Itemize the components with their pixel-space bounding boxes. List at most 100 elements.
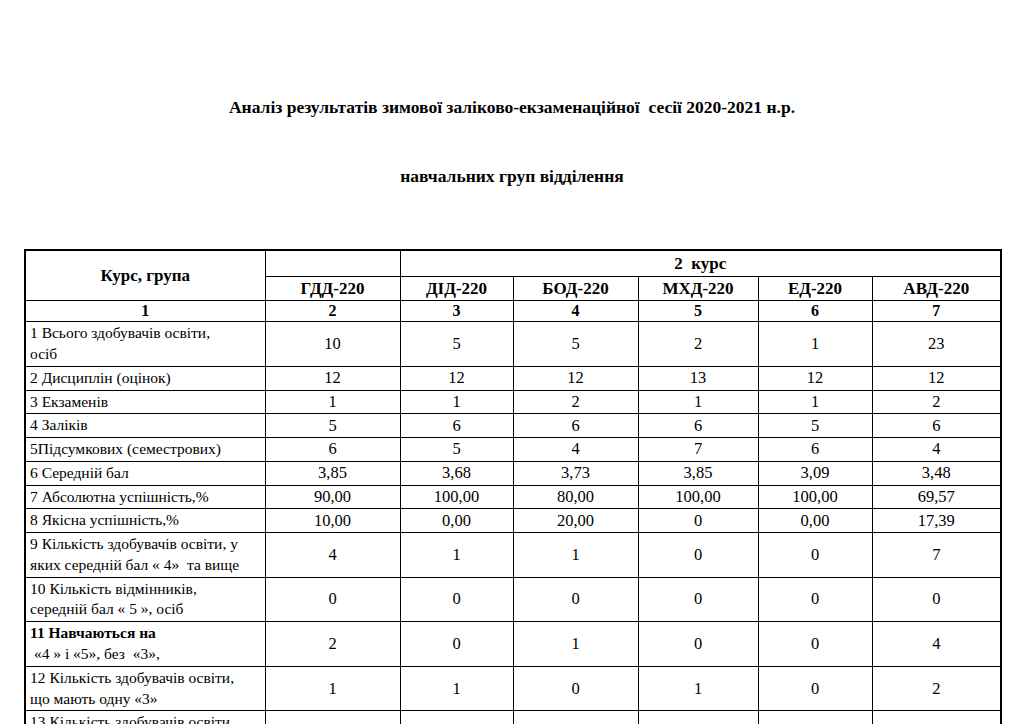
table-row-2: 2 Дисциплін (оцінок)121212131212: [25, 366, 1001, 390]
table-body: 1 Всього здобувачів освіти, осіб10552123…: [25, 322, 1001, 724]
value-cell: 6: [513, 414, 638, 438]
value-cell: 4: [265, 533, 400, 578]
value-cell: 1: [513, 711, 638, 724]
group-header-6: АВД-220: [872, 277, 1001, 301]
row-label: 4 Заліків: [25, 414, 265, 438]
table-row-3: 3 Екзаменів112112: [25, 390, 1001, 414]
value-cell: 20,00: [513, 509, 638, 533]
row-label: 9 Кількість здобувачів освіти, у яких се…: [25, 533, 265, 578]
value-cell: 6: [265, 438, 400, 462]
table-row-1: 1 Всього здобувачів освіти, осіб10552123: [25, 322, 1001, 367]
table-row-9: 9 Кількість здобувачів освіти, у яких се…: [25, 533, 1001, 578]
row-label: 6 Середній бал: [25, 461, 265, 485]
column-number-4: 4: [513, 301, 638, 322]
value-cell: 5: [513, 322, 638, 367]
value-cell: 0: [638, 509, 758, 533]
table-row-5: 5Підсумкових (семестрових)654764: [25, 438, 1001, 462]
table-row-13: 13 Кількість здобувачів освіти, що мають…: [25, 711, 1001, 724]
value-cell: 1: [400, 390, 513, 414]
group-header-1: ГДД-220: [265, 277, 400, 301]
value-cell: 0,00: [400, 509, 513, 533]
value-cell: 4: [872, 438, 1001, 462]
column-number-row: 1234567: [25, 301, 1001, 322]
value-cell: 1: [265, 711, 400, 724]
group-header-4: МХД-220: [638, 277, 758, 301]
value-cell: 0: [400, 577, 513, 622]
title-line-2: навчальних груп відділення: [24, 165, 1000, 188]
table-header: Курс, група 2 курс ГДД-220ДІД-220БОД-220…: [25, 250, 1001, 322]
value-cell: 0: [758, 533, 872, 578]
header-course-group: Курс, група: [25, 250, 265, 301]
course-header-row: Курс, група 2 курс: [25, 250, 1001, 277]
header-course-2: 2 курс: [400, 250, 1001, 277]
value-cell: 3,85: [638, 461, 758, 485]
value-cell: 10,00: [265, 509, 400, 533]
value-cell: 0: [758, 711, 872, 724]
value-cell: 12: [400, 366, 513, 390]
value-cell: 0: [758, 666, 872, 711]
value-cell: 0: [638, 711, 758, 724]
value-cell: 2: [872, 390, 1001, 414]
value-cell: 12: [265, 366, 400, 390]
value-cell: 0: [872, 577, 1001, 622]
value-cell: 0,00: [758, 509, 872, 533]
value-cell: 1: [265, 390, 400, 414]
value-cell: 1: [513, 533, 638, 578]
value-cell: 2: [872, 666, 1001, 711]
value-cell: 3,85: [265, 461, 400, 485]
table-row-8: 8 Якісна успішність,%10,000,0020,0000,00…: [25, 509, 1001, 533]
group-header-2: ДІД-220: [400, 277, 513, 301]
column-number-2: 2: [265, 301, 400, 322]
table-row-10: 10 Кількість відмінників, середній бал «…: [25, 577, 1001, 622]
value-cell: 1: [400, 666, 513, 711]
column-number-6: 6: [758, 301, 872, 322]
row-label: 12 Кількість здобувачів освіти, що мають…: [25, 666, 265, 711]
value-cell: 1: [265, 666, 400, 711]
row-label: 8 Якісна успішність,%: [25, 509, 265, 533]
value-cell: 12: [758, 366, 872, 390]
value-cell: 80,00: [513, 485, 638, 509]
column-number-1: 1: [25, 301, 265, 322]
title-line-1: Аналіз результатів зимової заліково-екза…: [24, 96, 1000, 119]
value-cell: 0: [758, 622, 872, 667]
results-table: Курс, група 2 курс ГДД-220ДІД-220БОД-220…: [24, 249, 1002, 724]
value-cell: 12: [513, 366, 638, 390]
value-cell: 13: [638, 366, 758, 390]
header-empty-cell: [265, 250, 400, 277]
column-number-5: 5: [638, 301, 758, 322]
value-cell: 1: [758, 322, 872, 367]
value-cell: 3,68: [400, 461, 513, 485]
value-cell: 6: [400, 414, 513, 438]
value-cell: 0: [638, 622, 758, 667]
value-cell: 17,39: [872, 509, 1001, 533]
value-cell: 1: [872, 711, 1001, 724]
row-label: 5Підсумкових (семестрових): [25, 438, 265, 462]
value-cell: 100,00: [758, 485, 872, 509]
row-label: 11 Навчаються на «4 » і «5», без «3»,: [25, 622, 265, 667]
row-label: 13 Кількість здобувачів освіти, що мають…: [25, 711, 265, 724]
row-label: 10 Кількість відмінників, середній бал «…: [25, 577, 265, 622]
value-cell: 0: [638, 577, 758, 622]
value-cell: 5: [265, 414, 400, 438]
value-cell: 1: [758, 390, 872, 414]
value-cell: 2: [638, 322, 758, 367]
value-cell: 5: [400, 322, 513, 367]
value-cell: 0: [758, 577, 872, 622]
value-cell: 10: [265, 322, 400, 367]
table-row-12: 12 Кількість здобувачів освіти, що мають…: [25, 666, 1001, 711]
value-cell: 69,57: [872, 485, 1001, 509]
value-cell: 4: [513, 438, 638, 462]
column-number-7: 7: [872, 301, 1001, 322]
value-cell: 1: [513, 622, 638, 667]
value-cell: 5: [400, 438, 513, 462]
group-header-5: ЕД-220: [758, 277, 872, 301]
value-cell: 3,73: [513, 461, 638, 485]
value-cell: 0: [400, 711, 513, 724]
value-cell: 6: [872, 414, 1001, 438]
value-cell: 1: [400, 533, 513, 578]
row-label: 2 Дисциплін (оцінок): [25, 366, 265, 390]
value-cell: 0: [638, 533, 758, 578]
row-label: 7 Абсолютна успішність,%: [25, 485, 265, 509]
group-header-3: БОД-220: [513, 277, 638, 301]
value-cell: 7: [638, 438, 758, 462]
